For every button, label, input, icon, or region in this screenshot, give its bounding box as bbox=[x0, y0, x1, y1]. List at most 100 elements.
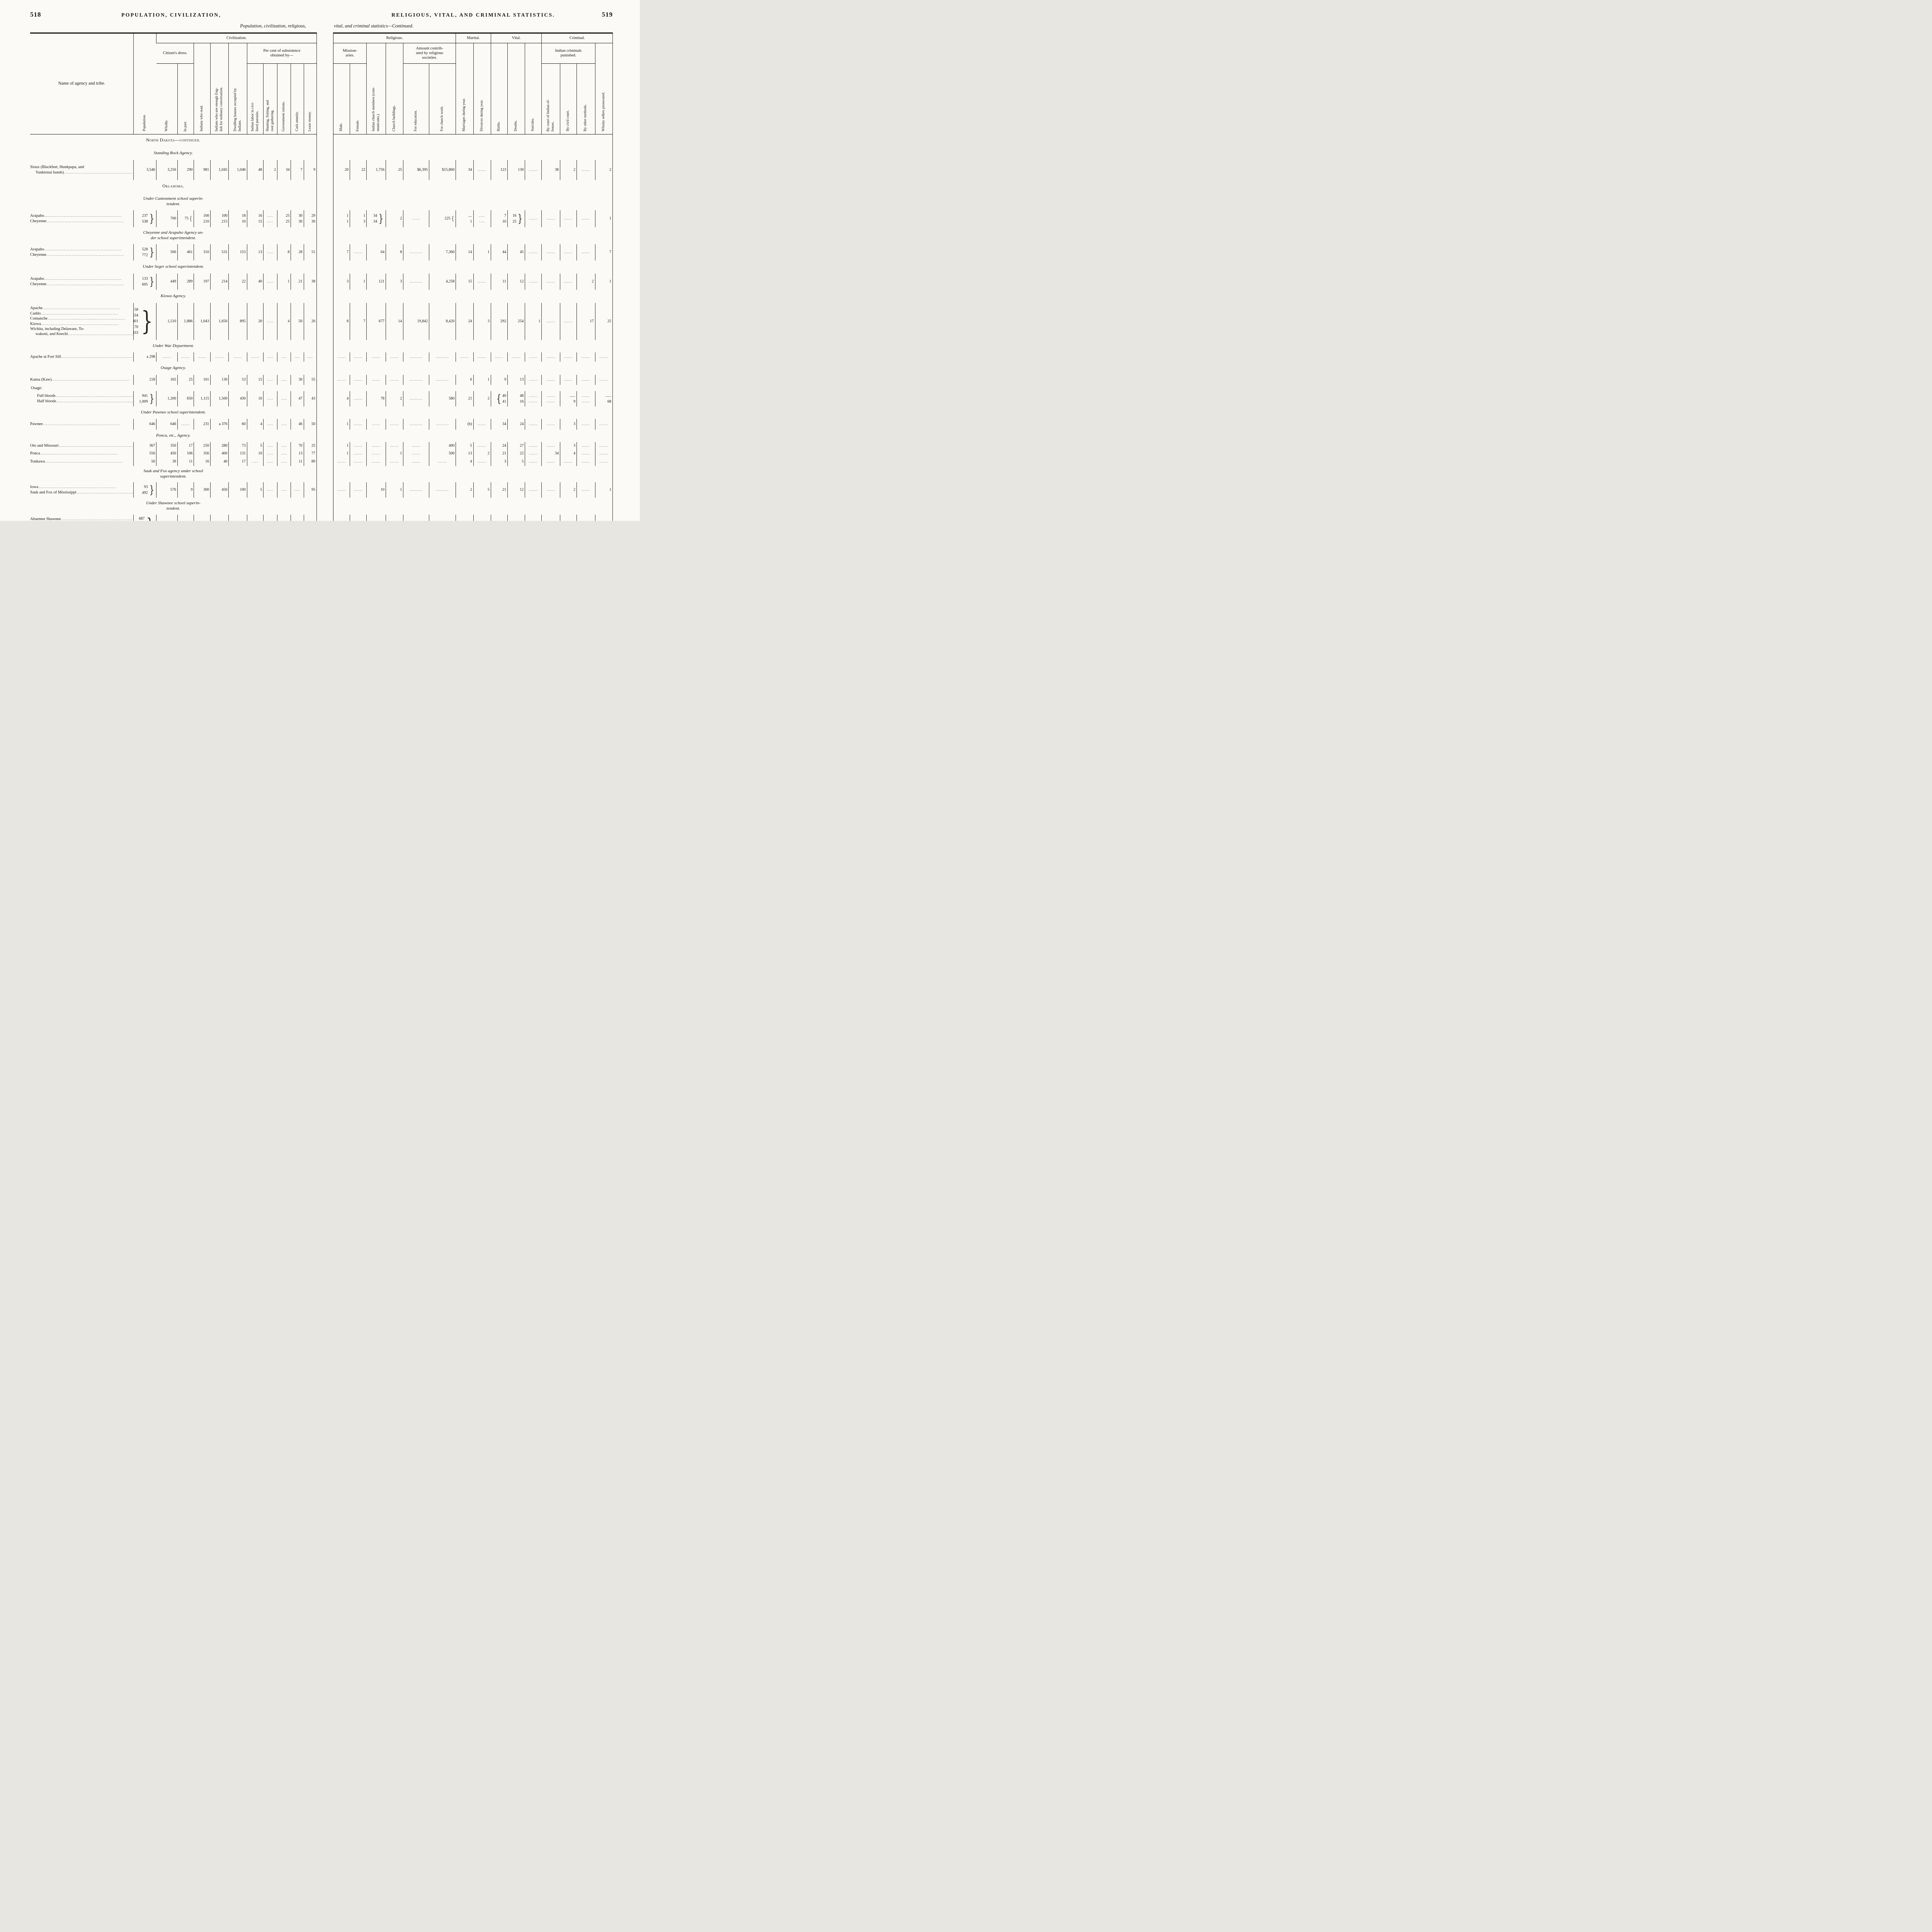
cell-lease: 50 bbox=[303, 418, 317, 430]
cell-buildings: 3 bbox=[385, 273, 403, 290]
cell-whisky: ...... bbox=[595, 374, 613, 385]
brace-glyph: } bbox=[149, 212, 154, 225]
cell-churchwork: $15,860 bbox=[429, 160, 456, 180]
dot-leader bbox=[47, 282, 133, 287]
cell-deaths: 48 16 bbox=[507, 391, 525, 406]
brace-glyph: } bbox=[146, 517, 153, 521]
cell-dwellings: ...... bbox=[228, 352, 247, 362]
page-number-left: 518 bbox=[30, 11, 41, 18]
cell-buildings: ...... bbox=[385, 457, 403, 466]
population-civilization-table: Name of agency and tribe. Population. Ci… bbox=[30, 32, 317, 521]
cell-suicides: ...... bbox=[525, 442, 542, 450]
cell-marriages: 30 bbox=[456, 514, 474, 521]
cell-rations: 4 bbox=[277, 303, 291, 340]
cell-other: ...... bbox=[577, 418, 595, 430]
cell-english: 1,400 bbox=[210, 514, 229, 521]
spacer-cell bbox=[333, 406, 613, 419]
cell-annuity: 70 bbox=[291, 442, 304, 450]
cell-read: 356 bbox=[194, 449, 211, 457]
cell-lease: 9 bbox=[303, 160, 317, 180]
cell-wholly: 350 bbox=[156, 442, 178, 450]
table-row bbox=[333, 340, 613, 352]
cell-rations: .... bbox=[277, 449, 291, 457]
cell-civil: ...... bbox=[560, 457, 577, 466]
col-header-female: Female. bbox=[350, 63, 367, 134]
cell-female: ...... bbox=[350, 442, 367, 450]
cell-read: 1,043 bbox=[194, 303, 211, 340]
cell-education: 19,842 bbox=[403, 303, 429, 340]
cell-inpart: 320 bbox=[177, 514, 194, 521]
cell-education: ...... bbox=[403, 457, 429, 466]
cell-rations: .... bbox=[277, 442, 291, 450]
tribe-name: Pawnee bbox=[30, 422, 43, 426]
cell-deaths: 24 bbox=[507, 418, 525, 430]
table-row: Under War Department. bbox=[30, 340, 317, 352]
cell-births: ...... bbox=[490, 352, 508, 362]
scanned-report-spread: 518 POPULATION, CIVILIZATION, Population… bbox=[0, 0, 640, 521]
agency-section-heading: Standing Rock Agency. bbox=[154, 150, 193, 155]
tribe-name: Arapaho bbox=[30, 247, 44, 252]
cell-civil: ...... bbox=[560, 210, 577, 227]
cell-labor: 48 bbox=[247, 160, 264, 180]
cell-births: 3 bbox=[490, 457, 508, 466]
table-row bbox=[333, 134, 613, 147]
table-row: Sioux (Blackfeet, Hunkpapa, and Yanktonai… bbox=[30, 160, 317, 180]
agency-section-heading: Kiowa Agency. bbox=[160, 293, 186, 298]
cell-civil: ...... bbox=[560, 273, 577, 290]
cell-members: 10 bbox=[366, 482, 386, 498]
col-header-church-buildings: Church buildings. bbox=[385, 43, 403, 134]
cell-buildings: 25 bbox=[385, 160, 403, 180]
cell-members: ...... bbox=[366, 352, 386, 362]
cell-other: ...... bbox=[577, 457, 595, 466]
agency-section-heading: Under Pawnee school superintendent. bbox=[141, 410, 206, 415]
cell-marriages: ...... bbox=[456, 352, 474, 362]
col-header-hunting: Hunting, fishing, and root gathering. bbox=[263, 63, 277, 134]
table-row: North Dakota—continued. bbox=[30, 134, 317, 147]
cell-agency-tribe-name: ArapahoCheyenne bbox=[30, 274, 134, 290]
cell-annuity: 47 bbox=[291, 391, 304, 406]
cell-hunting: .... bbox=[263, 514, 277, 521]
cell-labor: 5 bbox=[247, 482, 264, 498]
tribe-name: Kiowa bbox=[30, 321, 41, 326]
table-row bbox=[333, 362, 613, 375]
cell-marriages: 14 bbox=[456, 244, 474, 260]
cell-civil: 3 bbox=[560, 418, 577, 430]
col-header-marriages: Marriages during year. bbox=[456, 43, 474, 134]
cell-buildings: 1 bbox=[385, 449, 403, 457]
cell-hunting: .... bbox=[263, 391, 277, 406]
cell-female: ...... bbox=[350, 449, 367, 457]
brace-glyph: } bbox=[149, 275, 154, 288]
cell-english: 280 bbox=[210, 442, 229, 450]
group-header-civilization: Civilization. bbox=[156, 33, 317, 43]
cell-inpart: 650 bbox=[177, 391, 194, 406]
spacer-cell bbox=[333, 134, 613, 147]
cell-rations: 1 bbox=[277, 273, 291, 290]
group-header-subsistence: Per cent of subsistence obtained by— bbox=[247, 43, 317, 64]
col-header-in-part: In part. bbox=[177, 63, 194, 134]
cell-members: ...... bbox=[366, 449, 386, 457]
cell-agency-tribe-name: Sioux (Blackfeet, Hunkpapa, and Yanktonai… bbox=[30, 160, 134, 180]
cell-labor: 40 bbox=[247, 273, 264, 290]
cell-buildings: 8 bbox=[385, 244, 403, 260]
cell-divorces: ...... bbox=[473, 352, 491, 362]
running-title-right: RELIGIOUS, VITAL, AND CRIMINAL STATISTIC… bbox=[391, 12, 555, 18]
cell-inpart: 289 bbox=[177, 273, 194, 290]
cell-hunting: .... bbox=[263, 457, 277, 466]
cell-population: 133 605} bbox=[133, 273, 156, 290]
dot-leader bbox=[68, 332, 133, 337]
cell-civil: ...... 9 bbox=[560, 391, 577, 406]
cell-inpart: 1,886 bbox=[177, 303, 194, 340]
cell-churchwork: ......... bbox=[429, 514, 456, 521]
cell-deaths: 13 bbox=[507, 374, 525, 385]
col-header-for-education: For education. bbox=[403, 63, 429, 134]
table-row: Under Cantonment school superin- tendent… bbox=[30, 193, 317, 210]
cell-population: 528 772} bbox=[133, 244, 156, 260]
cell-suicides: ...... bbox=[525, 482, 542, 498]
tribe-name: Caddo bbox=[30, 311, 41, 316]
cell-education: ......... bbox=[403, 273, 429, 290]
dot-leader bbox=[61, 517, 133, 521]
dot-leader bbox=[41, 321, 133, 327]
col-header-by-civil-court: By civil court. bbox=[560, 63, 577, 134]
cell-whisky: 1 bbox=[595, 482, 613, 498]
left-table-head: Name of agency and tribe. Population. Ci… bbox=[30, 33, 317, 134]
